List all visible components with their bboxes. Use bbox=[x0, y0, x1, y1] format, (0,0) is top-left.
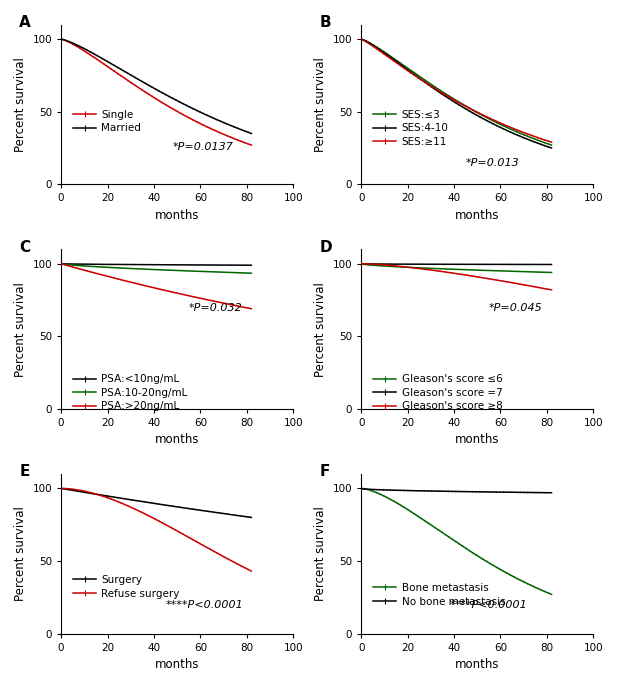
Legend: Single, Married: Single, Married bbox=[73, 110, 141, 134]
X-axis label: months: months bbox=[455, 434, 500, 447]
Legend: Surgery, Refuse surgery: Surgery, Refuse surgery bbox=[73, 575, 180, 599]
Legend: PSA:<10ng/mL, PSA:10-20ng/mL, PSA:>20ng/mL: PSA:<10ng/mL, PSA:10-20ng/mL, PSA:>20ng/… bbox=[73, 374, 188, 412]
Text: ****P<0.0001: ****P<0.0001 bbox=[165, 599, 243, 610]
X-axis label: months: months bbox=[155, 658, 199, 671]
Y-axis label: Percent survival: Percent survival bbox=[14, 506, 27, 601]
X-axis label: months: months bbox=[455, 658, 500, 671]
Legend: SES:≤3, SES:4-10, SES:≥11: SES:≤3, SES:4-10, SES:≥11 bbox=[373, 110, 449, 147]
Text: F: F bbox=[320, 464, 330, 479]
Y-axis label: Percent survival: Percent survival bbox=[314, 282, 327, 377]
X-axis label: months: months bbox=[455, 209, 500, 222]
Legend: Gleason's score ≤6, Gleason's score =7, Gleason's score ≥8: Gleason's score ≤6, Gleason's score =7, … bbox=[373, 374, 502, 412]
Legend: Bone metastasis, No bone metastasis: Bone metastasis, No bone metastasis bbox=[373, 583, 505, 606]
Text: *P=0.045: *P=0.045 bbox=[489, 303, 542, 313]
Text: B: B bbox=[320, 15, 331, 30]
Text: *P=0.032: *P=0.032 bbox=[189, 303, 242, 313]
Y-axis label: Percent survival: Percent survival bbox=[314, 57, 327, 152]
Text: ****P<0.0001: ****P<0.0001 bbox=[449, 599, 527, 610]
Text: A: A bbox=[19, 15, 31, 30]
X-axis label: months: months bbox=[155, 209, 199, 222]
Text: D: D bbox=[320, 240, 332, 255]
X-axis label: months: months bbox=[155, 434, 199, 447]
Text: C: C bbox=[19, 240, 30, 255]
Y-axis label: Percent survival: Percent survival bbox=[14, 57, 27, 152]
Y-axis label: Percent survival: Percent survival bbox=[14, 282, 27, 377]
Text: *P=0.013: *P=0.013 bbox=[466, 158, 520, 169]
Text: *P=0.0137: *P=0.0137 bbox=[173, 142, 233, 152]
Text: E: E bbox=[19, 464, 30, 479]
Y-axis label: Percent survival: Percent survival bbox=[314, 506, 327, 601]
